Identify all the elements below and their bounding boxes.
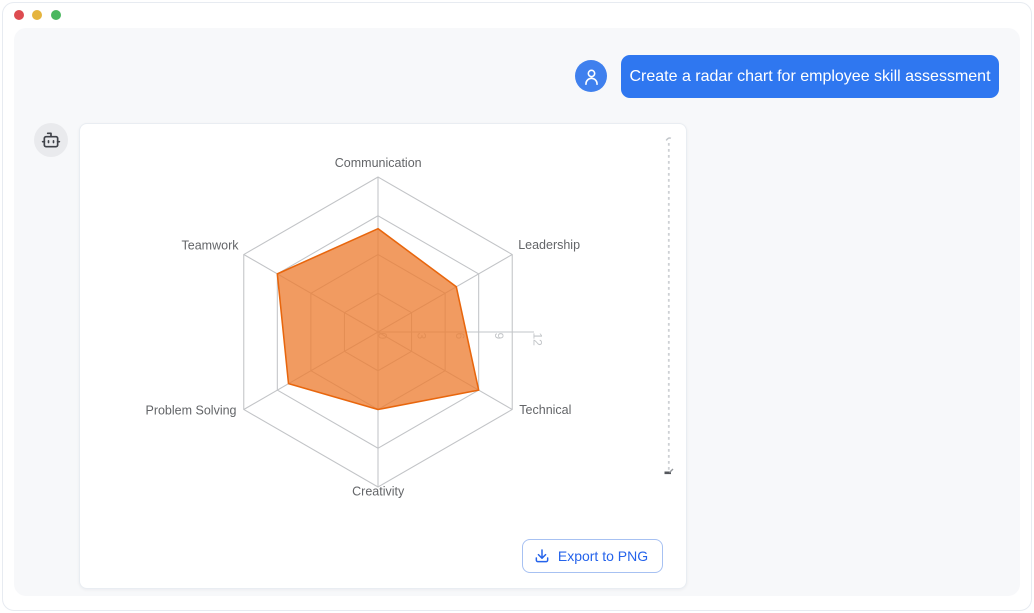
- svg-text:Teamwork: Teamwork: [182, 239, 240, 253]
- svg-text:Leadership: Leadership: [518, 238, 580, 252]
- svg-text:Problem Solving: Problem Solving: [145, 403, 236, 417]
- svg-text:Communication: Communication: [335, 156, 422, 170]
- svg-text:9: 9: [492, 333, 506, 340]
- svg-text:Creativity: Creativity: [352, 485, 405, 499]
- svg-text:Technical: Technical: [519, 403, 571, 417]
- svg-text:12: 12: [531, 333, 545, 347]
